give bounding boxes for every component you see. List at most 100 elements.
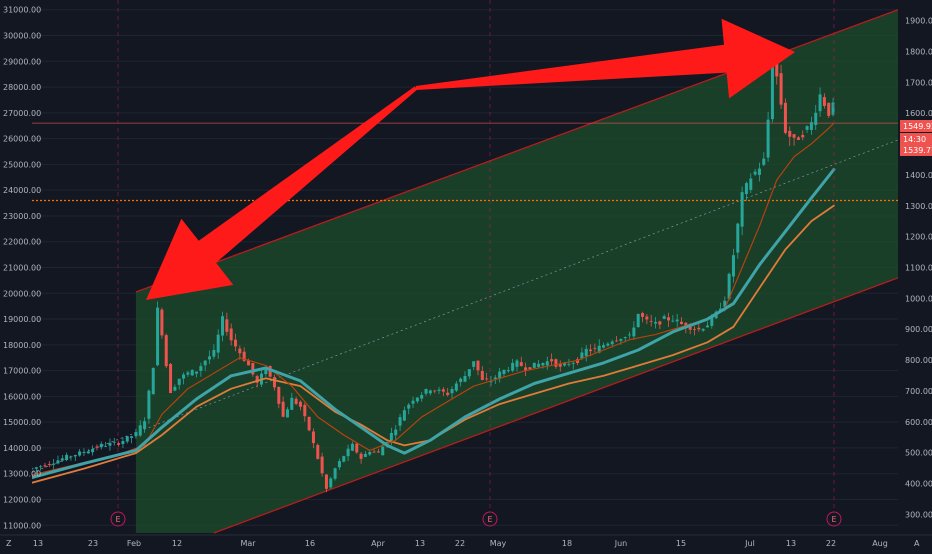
time-axis-tick-label: Jun <box>614 539 628 548</box>
candle-body <box>82 452 86 454</box>
candle-body <box>554 359 558 367</box>
time-axis-tick-label: 13 <box>33 539 43 548</box>
candle-body <box>52 463 56 465</box>
candle-body <box>156 307 160 366</box>
candle-body <box>597 345 601 353</box>
candle-body <box>515 360 519 367</box>
candle-body <box>493 377 497 380</box>
candle-body <box>238 348 242 354</box>
candle-body <box>632 327 636 337</box>
candle-body <box>60 458 64 461</box>
price-labels: 1549.92 14:30 1539.77 <box>900 120 932 156</box>
candle-body <box>701 328 705 331</box>
candle-body <box>160 309 164 336</box>
candle-body <box>610 341 614 345</box>
candle-body <box>247 360 250 366</box>
candle-body <box>117 443 121 445</box>
candle-body <box>255 376 259 383</box>
candle-body <box>519 362 523 367</box>
channel-lower-line <box>213 277 898 534</box>
right-axis-tick-label: 1600.00 <box>905 109 932 118</box>
price-label-text: 14:30 <box>903 135 926 144</box>
moving-average-slow <box>32 168 836 480</box>
candle-body <box>333 468 337 479</box>
candle-body <box>818 94 822 112</box>
candle-body <box>151 367 155 395</box>
candle-body <box>359 453 363 459</box>
left-price-axis[interactable]: 31000.00 30000.00 29000.00 28000.00 27000.00… <box>3 6 41 531</box>
candle-body <box>476 360 480 371</box>
price-label-box <box>900 144 932 156</box>
candle-body <box>567 363 571 365</box>
candle-body <box>47 463 51 465</box>
candle-body <box>662 316 666 319</box>
candle-body <box>558 364 562 367</box>
candle-body <box>563 363 567 366</box>
candle-body <box>506 370 510 372</box>
candle-body <box>125 436 129 442</box>
candle-body <box>641 313 645 317</box>
right-axis-tick-label: 600.00 <box>905 418 932 427</box>
candle-body <box>229 328 233 341</box>
left-axis-tick-label: 22000.00 <box>3 238 41 247</box>
candle-body <box>134 432 138 437</box>
horizontal-levels <box>32 122 898 202</box>
candle-body <box>415 397 419 402</box>
right-axis-tick-label: 1200.00 <box>905 233 932 242</box>
left-axis-tick-label: 14000.00 <box>3 444 41 453</box>
candle-body <box>731 255 735 277</box>
right-axis-tick-label: 1000.00 <box>905 294 932 303</box>
left-axis-tick-label: 20000.00 <box>3 289 41 298</box>
left-axis-tick-label: 26000.00 <box>3 135 41 144</box>
candle-body <box>541 363 545 366</box>
candle-body <box>307 416 311 431</box>
candle-body <box>723 300 727 307</box>
candle-body <box>316 445 320 459</box>
candle-body <box>606 343 610 346</box>
candle-body <box>783 102 787 133</box>
candle-body <box>450 388 454 394</box>
time-axis-tick-label: 22 <box>826 539 836 548</box>
candle-body <box>112 441 116 443</box>
candle-body <box>121 440 125 445</box>
candle-body <box>225 319 229 332</box>
candle-body <box>788 130 792 137</box>
candle-body <box>78 451 82 456</box>
candle-body <box>485 378 489 380</box>
candle-body <box>424 389 428 394</box>
candle-body <box>221 316 225 336</box>
candle-body <box>528 367 532 370</box>
time-axis-tick-label: May <box>490 539 507 548</box>
time-axis[interactable]: 13 23 Feb 12 Mar 16 Apr 13 22 May 18 Jun 15 Jul 13 22 Au… <box>0 534 932 548</box>
right-axis-tick-label: 400.00 <box>905 480 932 489</box>
candle-body <box>511 362 515 371</box>
candle-body <box>363 453 367 457</box>
candle-body <box>532 362 536 368</box>
candle-body <box>692 328 696 330</box>
candle-body <box>697 327 701 330</box>
right-axis-tick-label: 500.00 <box>905 449 932 458</box>
candle-body <box>346 448 350 457</box>
right-price-axis[interactable]: 1900.001800.001700.001600.001500.001400.… <box>905 17 932 520</box>
candle-body <box>164 335 168 367</box>
candle-body <box>420 395 424 399</box>
candle-body <box>667 317 671 321</box>
candle-body <box>736 223 740 253</box>
candle-body <box>212 350 216 357</box>
candle-body <box>710 316 714 326</box>
arrow-left-shape[interactable] <box>146 86 418 301</box>
candle-body <box>649 321 653 322</box>
candle-body <box>268 365 272 377</box>
candle-body <box>372 451 376 453</box>
candle-body <box>216 334 220 353</box>
annotation-arrows[interactable] <box>146 18 795 301</box>
time-axis-tick-label: 16 <box>305 539 315 548</box>
candle-body <box>524 367 528 371</box>
candle-body <box>589 349 593 352</box>
arrow-right-shape[interactable] <box>415 18 795 99</box>
candle-body <box>91 448 95 453</box>
left-axis-tick-label: 31000.00 <box>3 6 41 15</box>
